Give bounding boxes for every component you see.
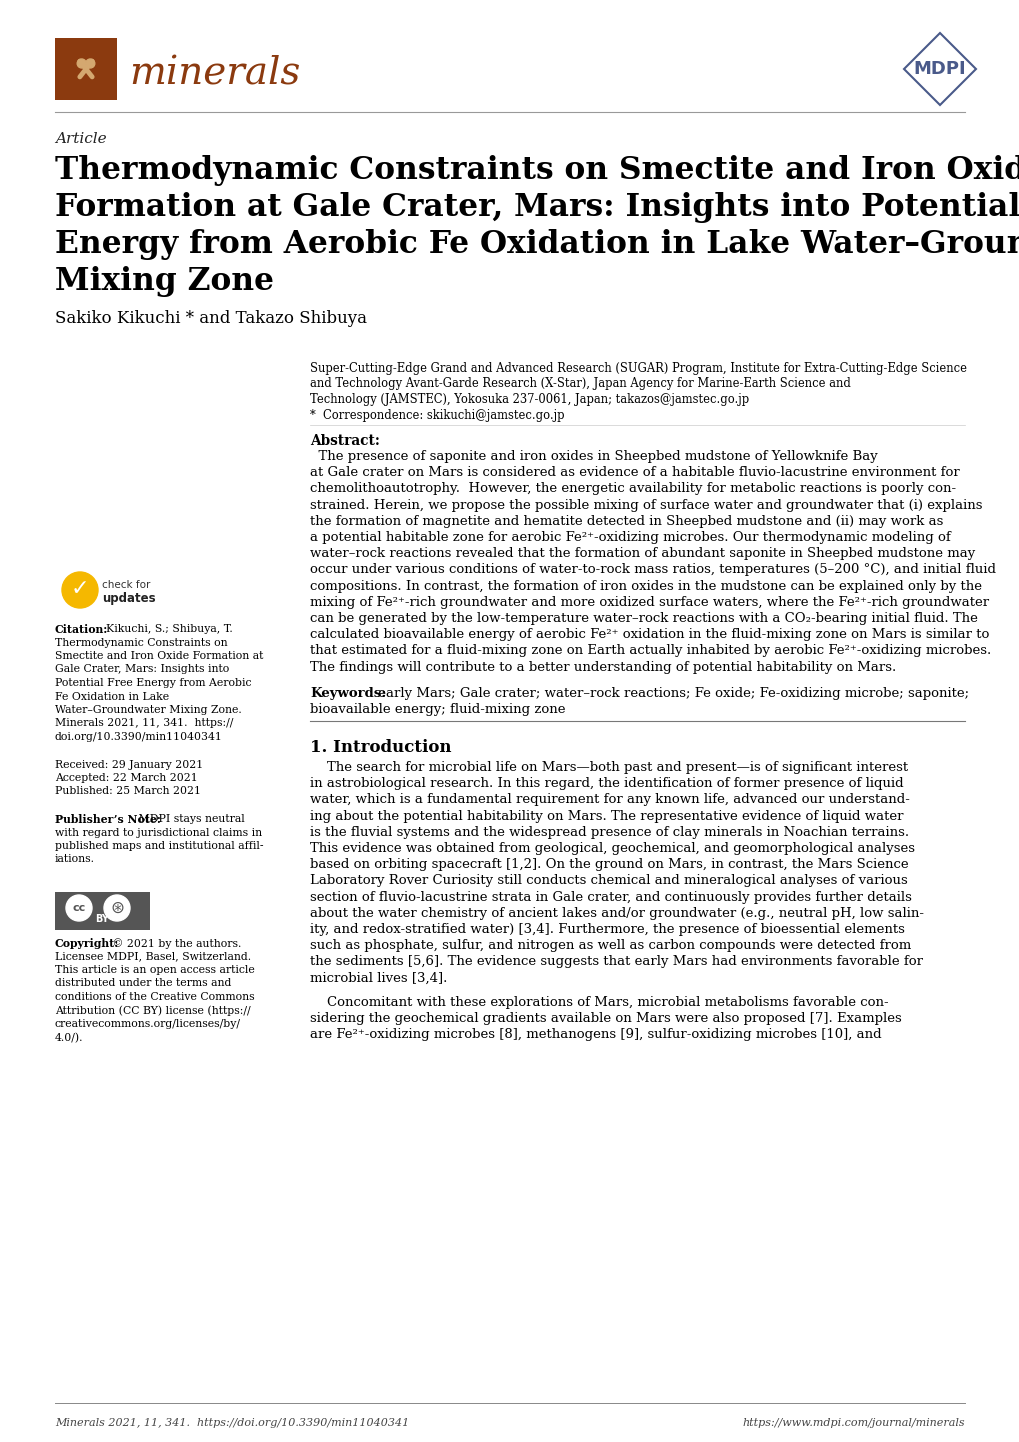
Text: updates: updates	[102, 593, 156, 606]
Text: Thermodynamic Constraints on Smectite and Iron Oxide: Thermodynamic Constraints on Smectite an…	[55, 154, 1019, 186]
Text: Kikuchi, S.; Shibuya, T.: Kikuchi, S.; Shibuya, T.	[99, 624, 232, 634]
Text: Minerals 2021, 11, 341.  https://doi.org/10.3390/min11040341: Minerals 2021, 11, 341. https://doi.org/…	[55, 1417, 409, 1428]
Text: is the fluvial systems and the widespread presence of clay minerals in Noachian : is the fluvial systems and the widesprea…	[310, 826, 908, 839]
Text: Smectite and Iron Oxide Formation at: Smectite and Iron Oxide Formation at	[55, 650, 263, 660]
Text: 1. Introduction: 1. Introduction	[310, 738, 451, 756]
Text: Article: Article	[55, 133, 107, 146]
Text: Super-Cutting-Edge Grand and Advanced Research (SUGAR) Program, Institute for Ex: Super-Cutting-Edge Grand and Advanced Re…	[310, 362, 966, 375]
Text: Published: 25 March 2021: Published: 25 March 2021	[55, 786, 201, 796]
Text: MDPI stays neutral: MDPI stays neutral	[135, 813, 245, 823]
Text: a potential habitable zone for aerobic Fe²⁺-oxidizing microbes. Our thermodynami: a potential habitable zone for aerobic F…	[310, 531, 950, 544]
Text: strained. Herein, we propose the possible mixing of surface water and groundwate: strained. Herein, we propose the possibl…	[310, 499, 981, 512]
Text: ⊛: ⊛	[110, 898, 124, 917]
Text: and Technology Avant-Garde Research (X-Star), Japan Agency for Marine-Earth Scie: and Technology Avant-Garde Research (X-S…	[310, 378, 850, 391]
Text: that estimated for a fluid-mixing zone on Earth actually inhabited by aerobic Fe: that estimated for a fluid-mixing zone o…	[310, 645, 990, 658]
Circle shape	[66, 895, 92, 921]
Text: This evidence was obtained from geological, geochemical, and geomorphological an: This evidence was obtained from geologic…	[310, 842, 914, 855]
Text: can be generated by the low-temperature water–rock reactions with a CO₂-bearing : can be generated by the low-temperature …	[310, 611, 977, 624]
Text: Thermodynamic Constraints on: Thermodynamic Constraints on	[55, 637, 227, 647]
Text: Citation:: Citation:	[55, 624, 108, 634]
Text: Energy from Aerobic Fe Oxidation in Lake Water–Groundwater: Energy from Aerobic Fe Oxidation in Lake…	[55, 229, 1019, 260]
Text: Licensee MDPI, Basel, Switzerland.: Licensee MDPI, Basel, Switzerland.	[55, 952, 251, 962]
Text: The presence of saponite and iron oxides in Sheepbed mudstone of Yellowknife Bay: The presence of saponite and iron oxides…	[310, 450, 877, 463]
Text: such as phosphate, sulfur, and nitrogen as well as carbon compounds were detecte: such as phosphate, sulfur, and nitrogen …	[310, 939, 910, 952]
Text: doi.org/10.3390/min11040341: doi.org/10.3390/min11040341	[55, 733, 223, 743]
Text: Laboratory Rover Curiosity still conducts chemical and mineralogical analyses of: Laboratory Rover Curiosity still conduct…	[310, 874, 907, 887]
Text: Copyright:: Copyright:	[55, 937, 119, 949]
Text: conditions of the Creative Commons: conditions of the Creative Commons	[55, 992, 255, 1002]
Text: ity, and redox-stratified water) [3,4]. Furthermore, the presence of bioessentia: ity, and redox-stratified water) [3,4]. …	[310, 923, 904, 936]
Text: Abstract:: Abstract:	[310, 434, 379, 448]
Text: Attribution (CC BY) license (https://: Attribution (CC BY) license (https://	[55, 1005, 251, 1017]
Text: section of fluvio-lacustrine strata in Gale crater, and continuously provides fu: section of fluvio-lacustrine strata in G…	[310, 891, 911, 904]
Text: The findings will contribute to a better understanding of potential habitability: The findings will contribute to a better…	[310, 660, 896, 673]
Text: Potential Free Energy from Aerobic: Potential Free Energy from Aerobic	[55, 678, 252, 688]
Text: This article is an open access article: This article is an open access article	[55, 965, 255, 975]
Text: Accepted: 22 March 2021: Accepted: 22 March 2021	[55, 773, 198, 783]
Text: creativecommons.org/licenses/by/: creativecommons.org/licenses/by/	[55, 1019, 240, 1030]
Text: with regard to jurisdictional claims in: with regard to jurisdictional claims in	[55, 828, 262, 838]
Text: chemolithoautotrophy.  However, the energetic availability for metabolic reactio: chemolithoautotrophy. However, the energ…	[310, 483, 955, 496]
Text: compositions. In contrast, the formation of iron oxides in the mudstone can be e: compositions. In contrast, the formation…	[310, 580, 981, 593]
Text: water, which is a fundamental requirement for any known life, advanced our under: water, which is a fundamental requiremen…	[310, 793, 909, 806]
Text: minerals: minerals	[128, 55, 300, 92]
Text: https://www.mdpi.com/journal/minerals: https://www.mdpi.com/journal/minerals	[742, 1417, 964, 1428]
Text: microbial lives [3,4].: microbial lives [3,4].	[310, 972, 447, 985]
Text: calculated bioavailable energy of aerobic Fe²⁺ oxidation in the fluid-mixing zon: calculated bioavailable energy of aerobi…	[310, 629, 988, 642]
Bar	[55, 893, 150, 930]
Text: occur under various conditions of water-to-rock mass ratios, temperatures (5–200: occur under various conditions of water-…	[310, 564, 995, 577]
Text: Keywords:: Keywords:	[310, 686, 386, 699]
Text: sidering the geochemical gradients available on Mars were also proposed [7]. Exa: sidering the geochemical gradients avail…	[310, 1012, 901, 1025]
Text: ✓: ✓	[70, 580, 90, 598]
Text: ing about the potential habitability on Mars. The representative evidence of liq: ing about the potential habitability on …	[310, 809, 903, 822]
Text: Minerals 2021, 11, 341.  https://: Minerals 2021, 11, 341. https://	[55, 718, 233, 728]
Text: the sediments [5,6]. The evidence suggests that early Mars had environments favo: the sediments [5,6]. The evidence sugges…	[310, 956, 922, 969]
Text: about the water chemistry of ancient lakes and/or groundwater (e.g., neutral pH,: about the water chemistry of ancient lak…	[310, 907, 923, 920]
Circle shape	[104, 895, 129, 921]
Text: 4.0/).: 4.0/).	[55, 1032, 84, 1043]
Text: Sakiko Kikuchi * and Takazo Shibuya: Sakiko Kikuchi * and Takazo Shibuya	[55, 310, 367, 327]
Circle shape	[62, 572, 98, 609]
Text: Technology (JAMSTEC), Yokosuka 237-0061, Japan; takazos@jamstec.go.jp: Technology (JAMSTEC), Yokosuka 237-0061,…	[310, 394, 748, 407]
Text: Mixing Zone: Mixing Zone	[55, 265, 274, 297]
Text: bioavailable energy; fluid-mixing zone: bioavailable energy; fluid-mixing zone	[310, 704, 565, 717]
Text: Publisher’s Note:: Publisher’s Note:	[55, 813, 161, 825]
Text: cc: cc	[72, 903, 86, 913]
Text: © 2021 by the authors.: © 2021 by the authors.	[109, 937, 242, 949]
Text: Concomitant with these explorations of Mars, microbial metabolisms favorable con: Concomitant with these explorations of M…	[310, 996, 888, 1009]
Text: BY: BY	[96, 914, 109, 924]
Text: based on orbiting spacecraft [1,2]. On the ground on Mars, in contrast, the Mars: based on orbiting spacecraft [1,2]. On t…	[310, 858, 908, 871]
Circle shape	[77, 59, 87, 68]
Text: the formation of magnetite and hematite detected in Sheepbed mudstone and (ii) m: the formation of magnetite and hematite …	[310, 515, 943, 528]
Text: Received: 29 January 2021: Received: 29 January 2021	[55, 760, 203, 770]
Text: distributed under the terms and: distributed under the terms and	[55, 979, 231, 989]
Circle shape	[86, 59, 95, 68]
Text: Gale Crater, Mars: Insights into: Gale Crater, Mars: Insights into	[55, 665, 229, 675]
Text: Fe Oxidation in Lake: Fe Oxidation in Lake	[55, 692, 169, 701]
Text: *  Correspondence: skikuchi@jamstec.go.jp: * Correspondence: skikuchi@jamstec.go.jp	[310, 408, 564, 421]
Text: Water–Groundwater Mixing Zone.: Water–Groundwater Mixing Zone.	[55, 705, 242, 715]
Text: are Fe²⁺-oxidizing microbes [8], methanogens [9], sulfur-oxidizing microbes [10]: are Fe²⁺-oxidizing microbes [8], methano…	[310, 1028, 880, 1041]
Text: in astrobiological research. In this regard, the identification of former presen: in astrobiological research. In this reg…	[310, 777, 903, 790]
Text: MDPI: MDPI	[913, 61, 965, 78]
Text: iations.: iations.	[55, 855, 95, 865]
Text: water–rock reactions revealed that the formation of abundant saponite in Sheepbe: water–rock reactions revealed that the f…	[310, 547, 974, 559]
Text: mixing of Fe²⁺-rich groundwater and more oxidized surface waters, where the Fe²⁺: mixing of Fe²⁺-rich groundwater and more…	[310, 596, 988, 609]
Bar	[55, 37, 117, 99]
Text: published maps and institutional affil-: published maps and institutional affil-	[55, 841, 263, 851]
Text: at Gale crater on Mars is considered as evidence of a habitable fluvio-lacustrin: at Gale crater on Mars is considered as …	[310, 466, 959, 479]
Text: check for: check for	[102, 580, 150, 590]
Text: The search for microbial life on Mars—both past and present—is of significant in: The search for microbial life on Mars—bo…	[310, 761, 907, 774]
Text: early Mars; Gale crater; water–rock reactions; Fe oxide; Fe-oxidizing microbe; s: early Mars; Gale crater; water–rock reac…	[374, 686, 968, 699]
Text: Formation at Gale Crater, Mars: Insights into Potential Free: Formation at Gale Crater, Mars: Insights…	[55, 192, 1019, 224]
